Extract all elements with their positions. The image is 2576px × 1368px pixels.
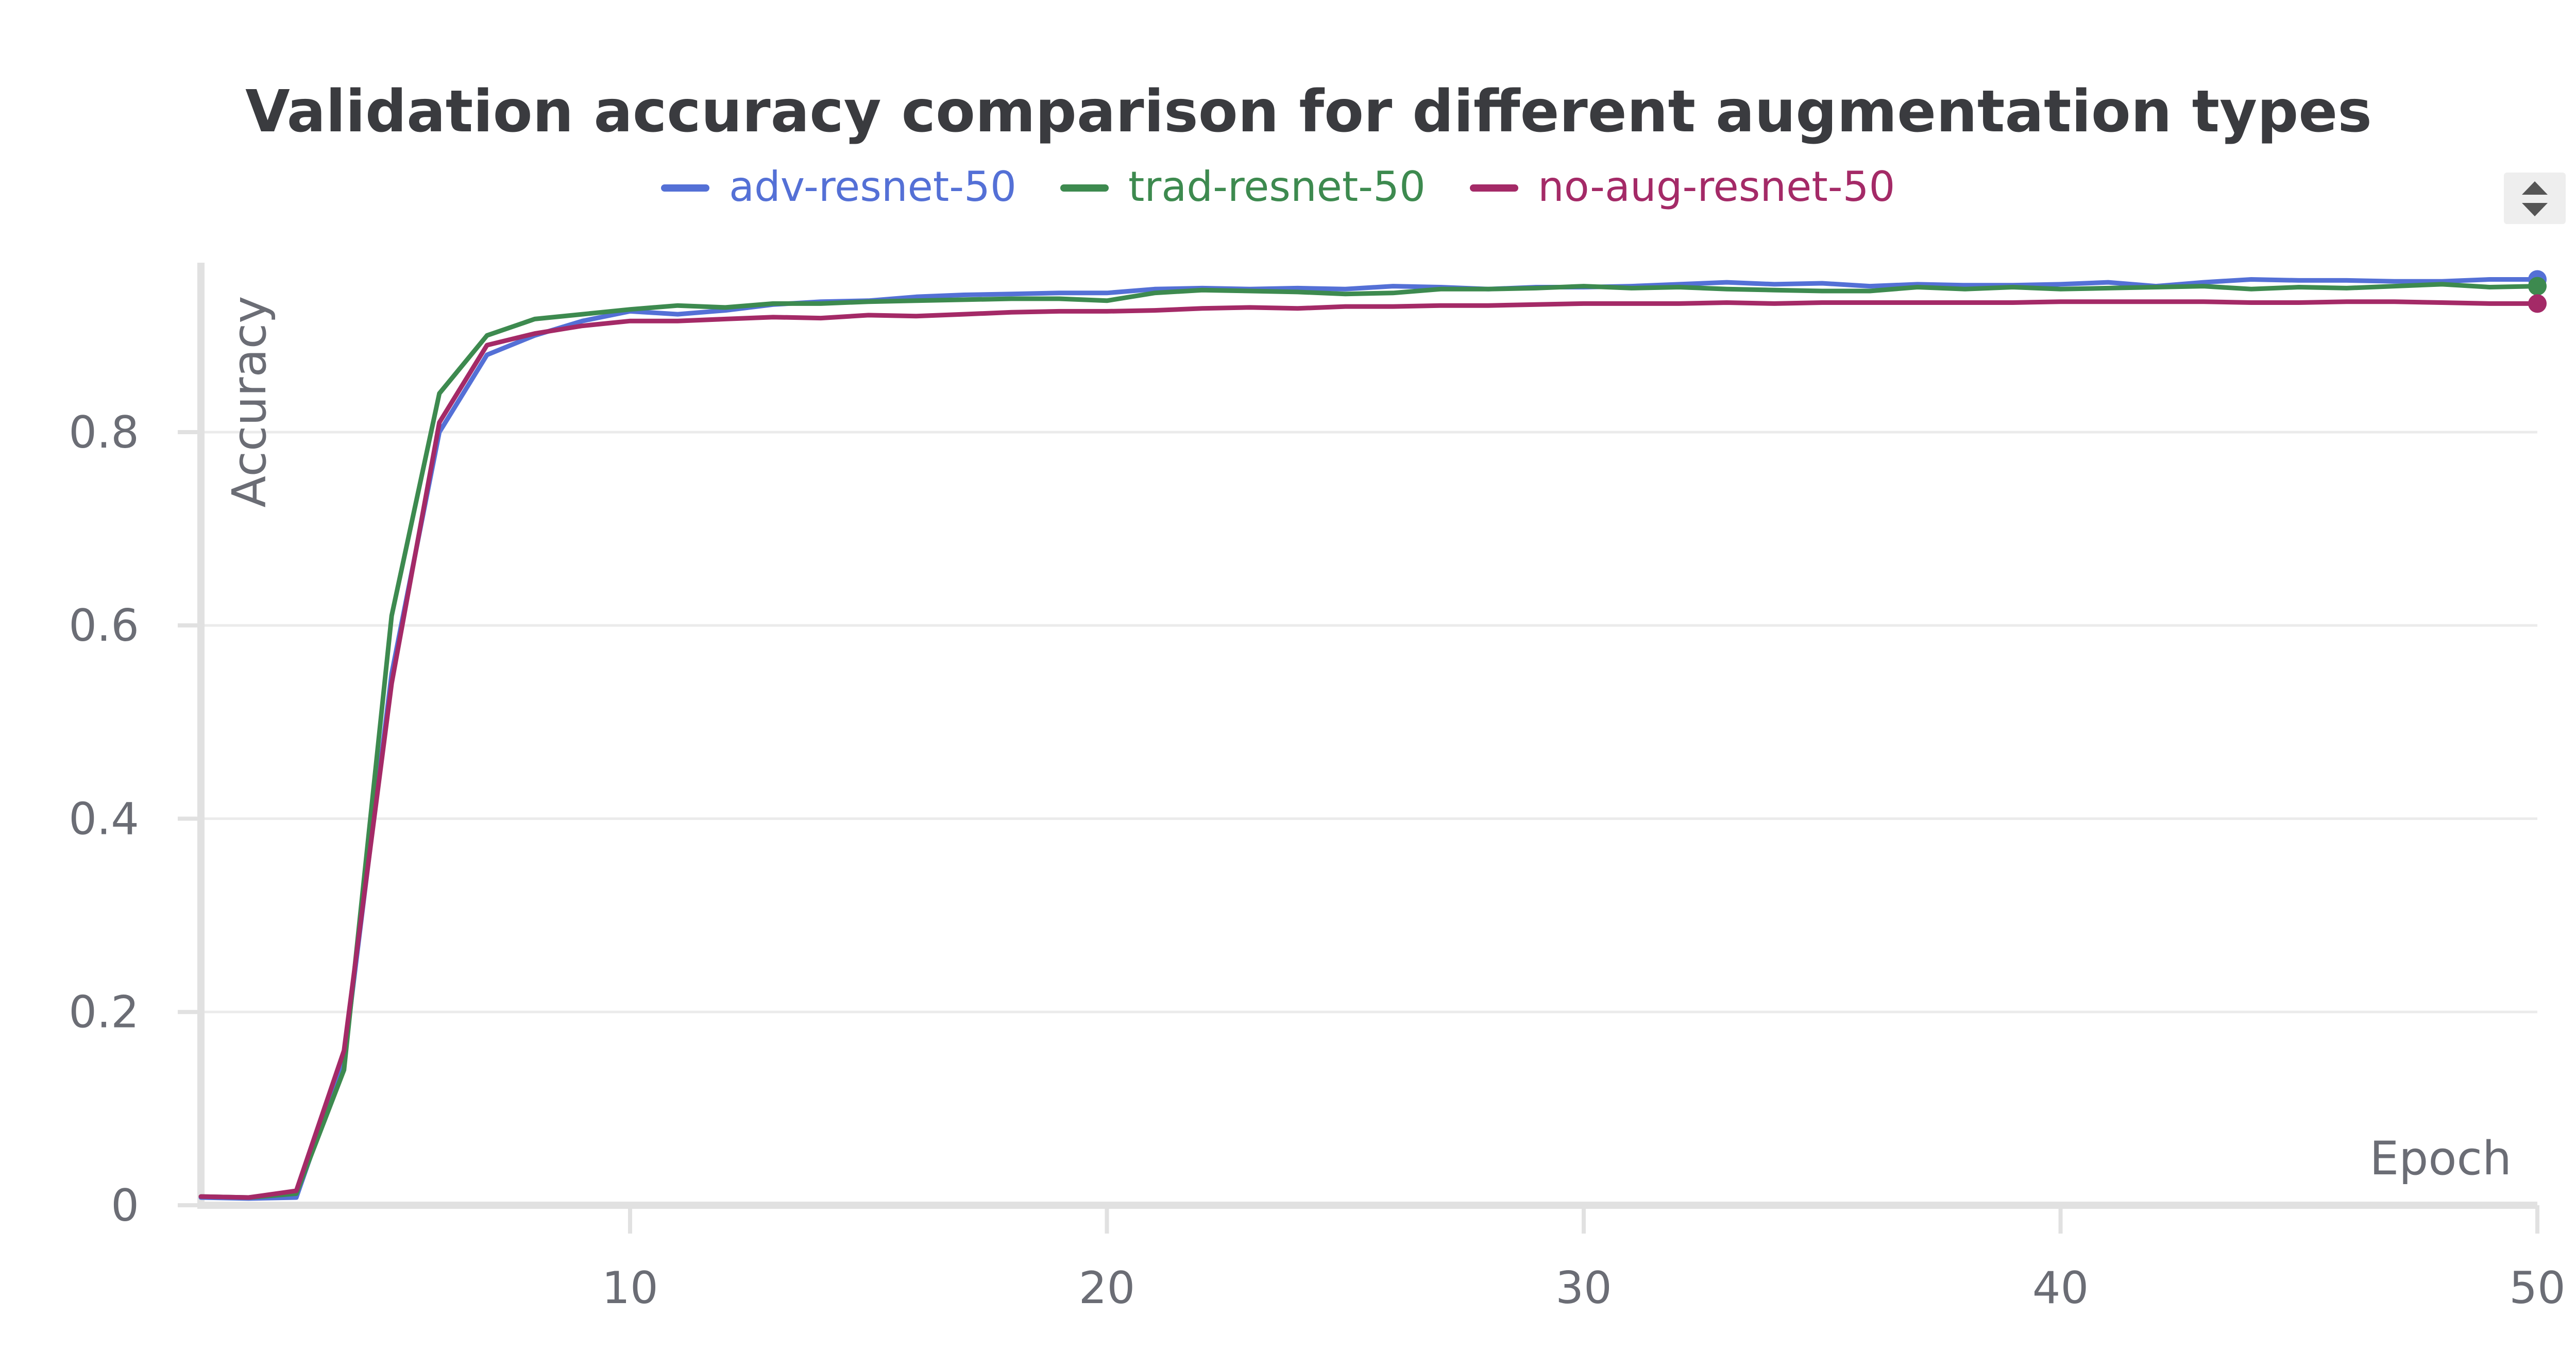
legend-label: trad-resnet-50 — [1128, 163, 1426, 211]
series-line-no-aug-resnet-50[interactable] — [198, 299, 2540, 1200]
y-tick-label: 0.6 — [69, 600, 139, 652]
legend-label: no-aug-resnet-50 — [1538, 163, 1895, 211]
legend-label: adv-resnet-50 — [729, 163, 1016, 211]
series-endpoint-trad-resnet-50[interactable] — [2528, 277, 2547, 296]
x-tick-labels: 10 20 30 40 50 — [602, 1262, 2565, 1314]
x-tick-label: 20 — [1079, 1262, 1135, 1314]
x-tick-label: 30 — [1555, 1262, 1612, 1314]
x-tick-label: 10 — [602, 1262, 658, 1314]
legend-item-trad-resnet-50[interactable]: trad-resnet-50 — [1060, 163, 1426, 211]
scroll-arrows-icon[interactable] — [2504, 173, 2566, 224]
series-lines — [198, 277, 2540, 1201]
y-tick-label: 0.4 — [69, 793, 139, 845]
y-tick-label: 0.2 — [69, 987, 139, 1038]
grid-lines — [201, 431, 2537, 1014]
series-endpoints — [2528, 270, 2547, 313]
series-line-adv-resnet-50[interactable] — [198, 277, 2540, 1201]
x-axis-label: Epoch — [2369, 1132, 2512, 1186]
series-line-trad-resnet-50[interactable] — [198, 282, 2540, 1200]
legend[interactable]: adv-resnet-50 trad-resnet-50 no-aug-resnet… — [661, 163, 1895, 211]
y-tick-label: 0.8 — [69, 407, 139, 458]
y-tick-label: 0 — [111, 1180, 139, 1232]
axes — [178, 263, 2539, 1234]
legend-item-adv-resnet-50[interactable]: adv-resnet-50 — [661, 163, 1016, 211]
y-tick-labels: 0 0.2 0.4 0.6 0.8 — [69, 407, 139, 1232]
x-tick-label: 40 — [2032, 1262, 2089, 1314]
series-endpoint-no-aug-resnet-50[interactable] — [2528, 294, 2547, 313]
x-tick-label: 50 — [2509, 1262, 2565, 1314]
y-axis-label: Accuracy — [223, 296, 277, 508]
chart-title: Validation accuracy comparison for diffe… — [245, 78, 2372, 145]
legend-item-no-aug-resnet-50[interactable]: no-aug-resnet-50 — [1470, 163, 1895, 211]
